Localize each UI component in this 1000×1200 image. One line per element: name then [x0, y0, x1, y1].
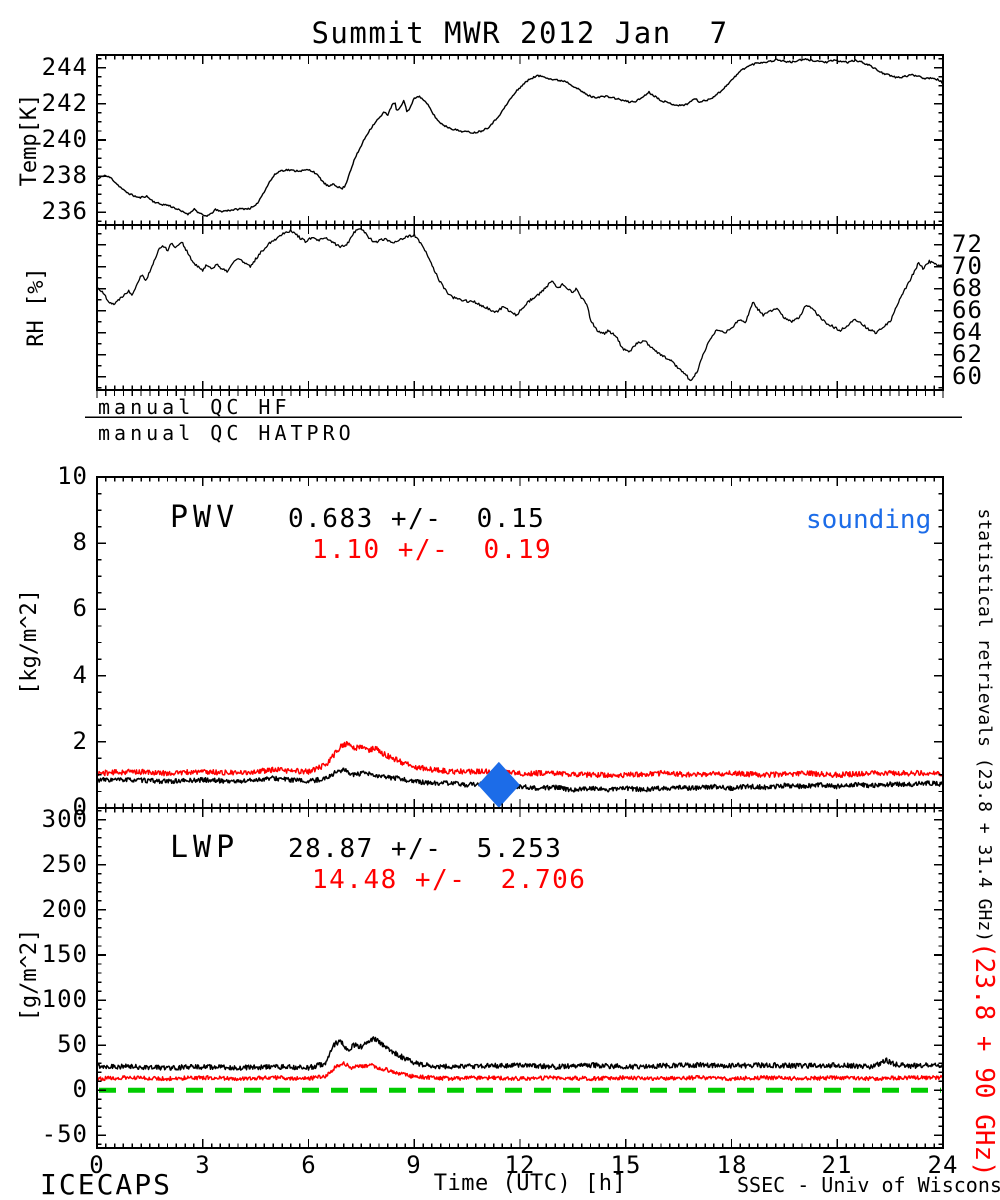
x-tick-label: 12	[504, 1151, 536, 1179]
y-tick-label: 66	[952, 296, 983, 324]
series-lwp-23.8-90GHz	[96, 1061, 944, 1082]
footer-institution-label: SSEC - Univ of Wisconsin	[737, 1173, 1000, 1197]
y-tick-label: 300	[41, 805, 88, 833]
y-tick-label: 242	[41, 89, 88, 117]
y-tick-label: 240	[41, 125, 88, 153]
y-tick-label: 62	[952, 340, 983, 368]
pwv-stat-black: 0.683 +/- 0.15	[288, 504, 546, 534]
y-tick-label: 2	[72, 727, 88, 755]
y-tick-label: 150	[41, 940, 88, 968]
y-tick-label: 60	[952, 362, 983, 390]
y-tick-label: 0	[72, 1075, 88, 1103]
page-title: Summit MWR 2012 Jan 7	[311, 16, 729, 50]
x-tick-label: 9	[406, 1151, 422, 1179]
y-tick-label: 70	[952, 252, 983, 280]
pwv-stat-red: 1.10 +/- 0.19	[312, 535, 553, 565]
y-tick-label: 64	[952, 318, 983, 346]
x-tick-label: 3	[195, 1151, 211, 1179]
series-pwv-23.8-90GHz	[96, 740, 944, 779]
series-temperature	[96, 58, 944, 218]
x-tick-label: 18	[716, 1151, 748, 1179]
lwp-panel-title: LWP	[170, 830, 240, 865]
y-tick-label: 0	[72, 793, 88, 821]
panel-border	[96, 54, 944, 226]
y-tick-label: -50	[41, 1120, 88, 1148]
y-tick-label: 250	[41, 850, 88, 878]
right-axis-label-black: statistical retrievals (23.8 + 31.4 GHz)	[974, 508, 996, 943]
x-tick-label: 21	[821, 1151, 853, 1179]
y-tick-label: 236	[41, 197, 88, 225]
lwp-stat-red: 14.48 +/- 2.706	[312, 865, 587, 895]
qc-hatpro-label: manual QC HATPRO	[98, 421, 355, 445]
qc-hf-label: manual QC HF	[98, 395, 291, 419]
x-tick-label: 24	[927, 1151, 959, 1179]
y-tick-label: 4	[72, 661, 88, 689]
pwv-axis-label: [kg/m^2]	[17, 589, 42, 695]
x-axis-title: Time (UTC) [h]	[433, 1171, 627, 1196]
right-axis-label: statistical retrievals (23.8 + 31.4 GHz)…	[952, 470, 1000, 1177]
y-tick-label: 50	[57, 1030, 88, 1058]
lwp-stat-black: 28.87 +/- 5.253	[288, 834, 563, 864]
sounding-marker	[477, 761, 520, 808]
y-tick-label: 8	[72, 528, 88, 556]
y-tick-label: 238	[41, 161, 88, 189]
y-tick-label: 6	[72, 594, 88, 622]
footer-project-label: ICECAPS	[40, 1168, 173, 1200]
pwv-panel-title: PWV	[170, 500, 240, 535]
sounding-legend-label: sounding	[806, 505, 932, 535]
right-axis-label-red: (23.8 + 90 GHz)	[969, 942, 1000, 1177]
x-tick-label: 6	[301, 1151, 317, 1179]
series-lwp-23.8-31.4GHz	[96, 1036, 944, 1071]
y-tick-label: 244	[41, 53, 88, 81]
y-tick-label: 10	[57, 462, 88, 490]
x-tick-label: 15	[610, 1151, 642, 1179]
y-tick-label: 68	[952, 274, 983, 302]
y-tick-label: 200	[41, 895, 88, 923]
x-tick-label: 0	[89, 1151, 105, 1179]
y-tick-label: 72	[952, 230, 983, 258]
series-pwv-23.8-31.4GHz	[96, 767, 944, 793]
y-tick-label: 100	[41, 985, 88, 1013]
rh-axis-label: RH [%]	[24, 267, 49, 347]
series-relative-humidity	[96, 228, 944, 382]
panel-border	[96, 224, 944, 391]
